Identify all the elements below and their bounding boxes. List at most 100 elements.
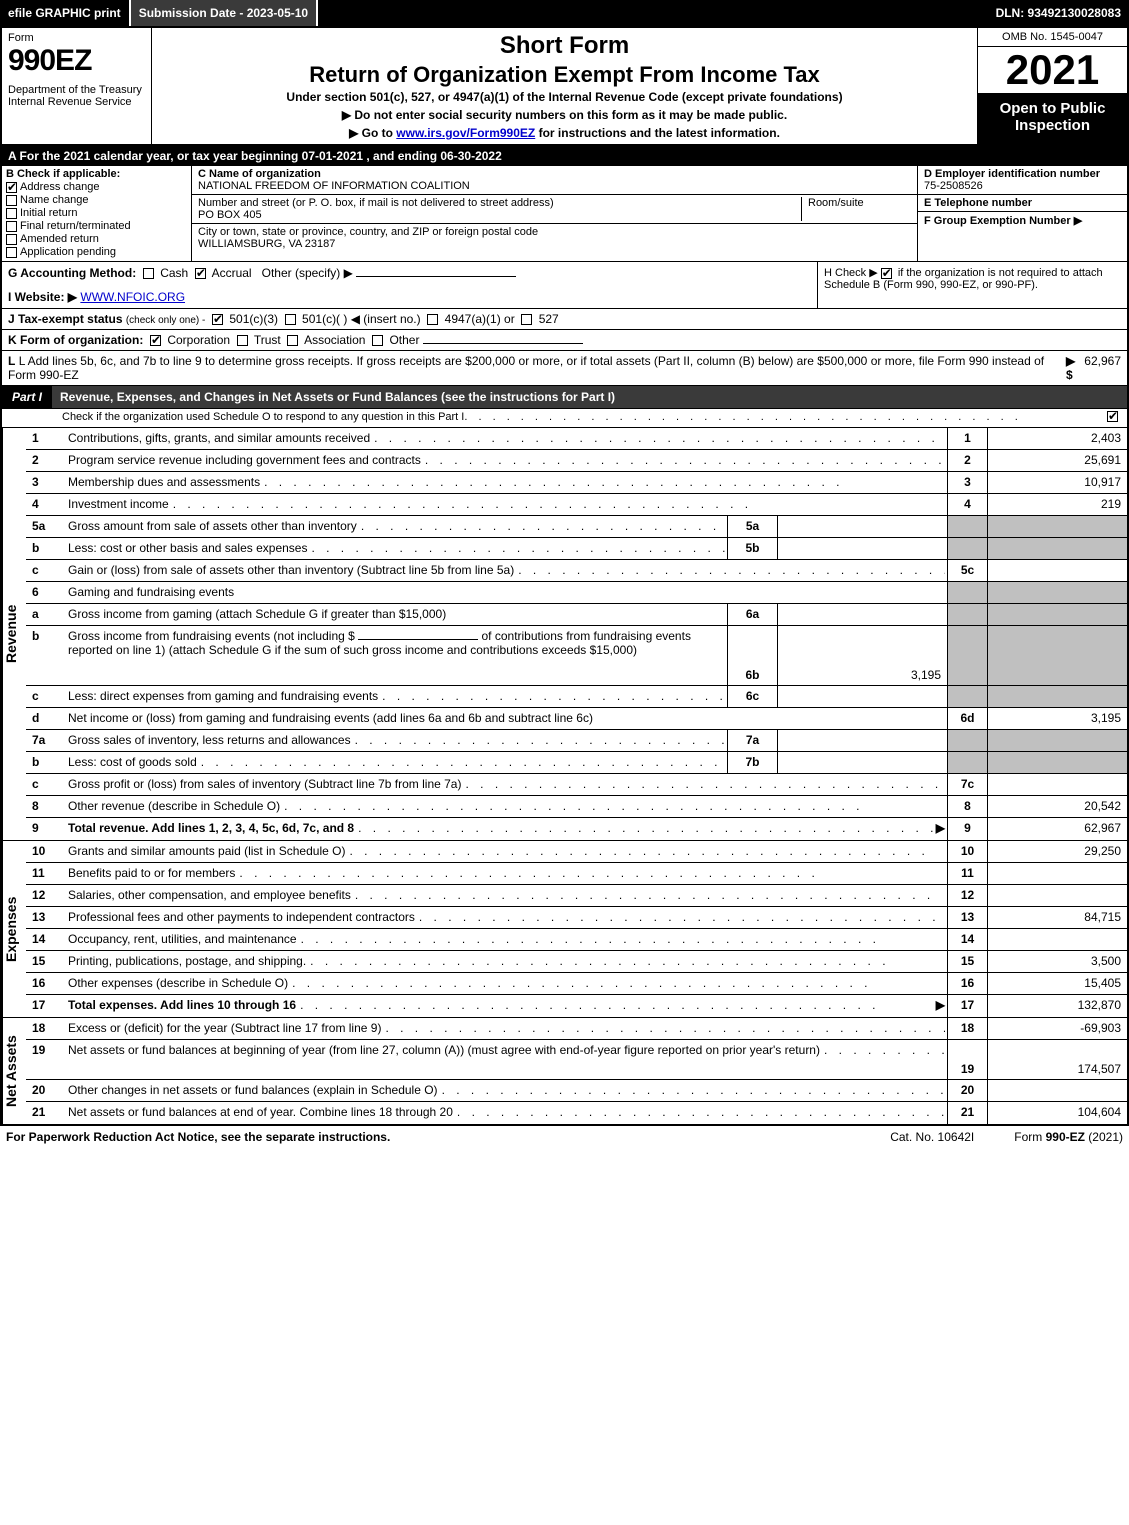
checkbox-icon[interactable]	[521, 314, 532, 325]
line-ref: 12	[947, 885, 987, 906]
line-num: c	[26, 560, 66, 581]
line-desc: Grants and similar amounts paid (list in…	[68, 844, 345, 858]
line-ref: 8	[947, 796, 987, 817]
top-bar: efile GRAPHIC print Submission Date - 20…	[0, 0, 1129, 26]
checkbox-icon[interactable]	[212, 314, 223, 325]
city-row: City or town, state or province, country…	[192, 224, 917, 252]
line-amount-grey	[987, 752, 1127, 773]
line-amount-grey	[987, 686, 1127, 707]
line-6d: d Net income or (loss) from gaming and f…	[26, 708, 1127, 730]
checkbox-icon[interactable]	[195, 268, 206, 279]
line-10: 10 Grants and similar amounts paid (list…	[26, 841, 1127, 863]
checkbox-icon[interactable]	[143, 268, 154, 279]
sub-amount	[777, 686, 947, 707]
j-label: J Tax-exempt status	[8, 312, 123, 326]
sub-amount	[777, 538, 947, 559]
irs-link[interactable]: www.irs.gov/Form990EZ	[396, 126, 535, 140]
line-desc: Salaries, other compensation, and employ…	[68, 888, 351, 902]
line-6a: a Gross income from gaming (attach Sched…	[26, 604, 1127, 626]
line-ref: 16	[947, 973, 987, 994]
checkbox-icon	[6, 195, 17, 206]
efile-label[interactable]: efile GRAPHIC print	[0, 0, 131, 26]
line-amount: 15,405	[987, 973, 1127, 994]
footer-right-bold: 990-EZ	[1046, 1130, 1085, 1144]
form-header: Form 990EZ Department of the Treasury In…	[2, 28, 1127, 146]
line-6c: c Less: direct expenses from gaming and …	[26, 686, 1127, 708]
line-ref: 17	[947, 995, 987, 1017]
j-opt-3: 527	[539, 312, 559, 326]
check-name-change[interactable]: Name change	[6, 194, 187, 206]
j-sub: (check only one) -	[126, 315, 205, 326]
check-initial-return[interactable]: Initial return	[6, 207, 187, 219]
city-value: WILLIAMSBURG, VA 23187	[198, 238, 335, 250]
line-ref: 19	[947, 1040, 987, 1079]
check-application-pending[interactable]: Application pending	[6, 246, 187, 258]
dots: . . . . . . . . . . . . . . . . . . . . …	[514, 563, 945, 577]
checkbox-icon	[6, 234, 17, 245]
j-opt-1: 501(c)( ) ◀ (insert no.)	[302, 312, 421, 326]
line-amount: 62,967	[987, 818, 1127, 840]
checkbox-icon[interactable]	[881, 268, 892, 279]
line-ref: 7c	[947, 774, 987, 795]
revenue-sidelabel: Revenue	[2, 428, 26, 840]
line-ref: 18	[947, 1018, 987, 1039]
line-desc: Total expenses. Add lines 10 through 16	[68, 998, 296, 1012]
line-amount: 20,542	[987, 796, 1127, 817]
org-name-row: C Name of organization NATIONAL FREEDOM …	[192, 166, 917, 195]
dots: . . . . . . . . . . . . . . . . . . . . …	[307, 541, 725, 555]
line-ref: 2	[947, 450, 987, 471]
line-num: 4	[26, 494, 66, 515]
check-amended-return[interactable]: Amended return	[6, 233, 187, 245]
line-num: 20	[26, 1080, 66, 1101]
checkbox-icon[interactable]	[285, 314, 296, 325]
checkbox-icon[interactable]	[427, 314, 438, 325]
form-title: Return of Organization Exempt From Incom…	[158, 62, 971, 88]
line-amount: 3,500	[987, 951, 1127, 972]
line-desc: Occupancy, rent, utilities, and maintena…	[68, 932, 297, 946]
header-left: Form 990EZ Department of the Treasury In…	[2, 28, 152, 144]
room-suite: Room/suite	[801, 197, 911, 221]
page-footer: For Paperwork Reduction Act Notice, see …	[0, 1126, 1129, 1148]
line-desc: Gross sales of inventory, less returns a…	[68, 733, 351, 747]
j-opt-0: 501(c)(3)	[229, 312, 278, 326]
line-num: 13	[26, 907, 66, 928]
checkbox-icon[interactable]	[287, 335, 298, 346]
checkbox-icon[interactable]	[237, 335, 248, 346]
website-link[interactable]: WWW.NFOIC.ORG	[80, 290, 185, 304]
checkbox-icon[interactable]	[150, 335, 161, 346]
line-num: b	[26, 626, 66, 685]
line-amount: 132,870	[987, 995, 1127, 1017]
sub-amount	[777, 516, 947, 537]
j-opt-2: 4947(a)(1) or	[445, 312, 515, 326]
ein-value: 75-2508526	[924, 180, 983, 192]
contrib-input[interactable]	[358, 639, 478, 640]
line-num: 18	[26, 1018, 66, 1039]
line-12: 12 Salaries, other compensation, and emp…	[26, 885, 1127, 907]
line-num: 15	[26, 951, 66, 972]
netassets-table: Net Assets 18 Excess or (deficit) for th…	[2, 1018, 1127, 1124]
line-desc: Net income or (loss) from gaming and fun…	[68, 711, 593, 725]
dots: . . . . . . . . . . . . . . . . . . . . …	[354, 821, 936, 835]
line-amount-grey	[987, 516, 1127, 537]
header-right: OMB No. 1545-0047 2021 Open to Public In…	[977, 28, 1127, 144]
g-other-input[interactable]	[356, 276, 516, 277]
line-ref-grey	[947, 538, 987, 559]
check-final-return[interactable]: Final return/terminated	[6, 220, 187, 232]
line-num: 9	[26, 818, 66, 840]
k-other-input[interactable]	[423, 343, 583, 344]
line-amount	[987, 885, 1127, 906]
checkbox-icon[interactable]	[1107, 411, 1118, 422]
check-address-change[interactable]: Address change	[6, 181, 187, 193]
sub-ref: 6c	[727, 686, 777, 707]
line-desc: Benefits paid to or for members	[68, 866, 235, 880]
l-text: L Add lines 5b, 6c, and 7b to line 9 to …	[8, 354, 1044, 382]
dots: . . . . . . . . . . . . . . . . . . . . …	[370, 431, 945, 445]
org-name: NATIONAL FREEDOM OF INFORMATION COALITIO…	[198, 180, 470, 192]
line-11: 11 Benefits paid to or for members. . . …	[26, 863, 1127, 885]
i-label: I Website: ▶	[8, 290, 77, 304]
goto-post: for instructions and the latest informat…	[535, 126, 780, 140]
k-opt-1: Trust	[254, 333, 281, 347]
checkbox-icon[interactable]	[372, 335, 383, 346]
dots: . . . . . . . . . . . . . . . . . . . . …	[169, 497, 945, 511]
line-desc: Gain or (loss) from sale of assets other…	[68, 563, 514, 577]
